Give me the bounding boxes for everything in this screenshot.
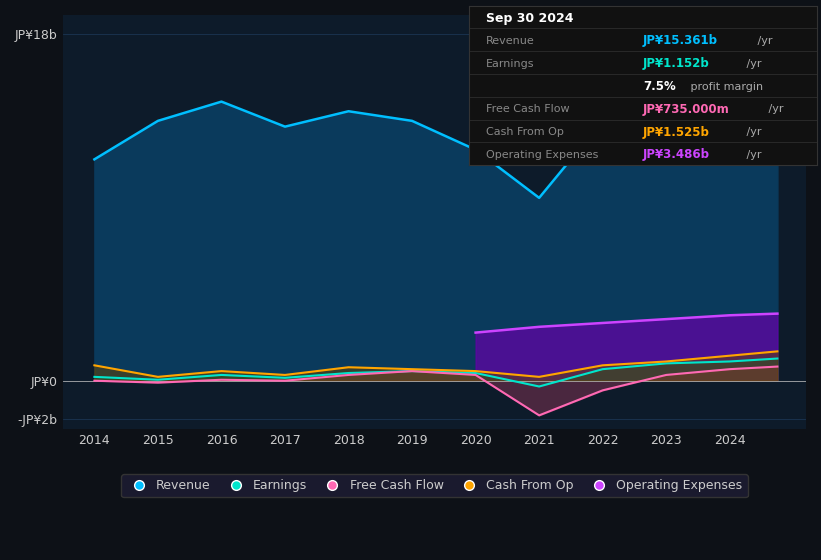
Text: JP¥3.486b: JP¥3.486b <box>643 148 710 161</box>
Text: /yr: /yr <box>754 36 773 46</box>
Text: Cash From Op: Cash From Op <box>486 127 564 137</box>
Text: JP¥735.000m: JP¥735.000m <box>643 103 730 116</box>
Text: 7.5%: 7.5% <box>643 80 676 93</box>
Text: Sep 30 2024: Sep 30 2024 <box>486 12 574 25</box>
Text: /yr: /yr <box>743 127 762 137</box>
Text: profit margin: profit margin <box>687 82 764 91</box>
Text: /yr: /yr <box>765 104 784 114</box>
Text: Operating Expenses: Operating Expenses <box>486 150 599 160</box>
Text: Earnings: Earnings <box>486 59 534 69</box>
Legend: Revenue, Earnings, Free Cash Flow, Cash From Op, Operating Expenses: Revenue, Earnings, Free Cash Flow, Cash … <box>121 474 748 497</box>
Text: JP¥1.152b: JP¥1.152b <box>643 57 709 70</box>
Text: JP¥1.525b: JP¥1.525b <box>643 125 709 139</box>
Text: Revenue: Revenue <box>486 36 535 46</box>
Text: JP¥15.361b: JP¥15.361b <box>643 35 718 48</box>
Text: /yr: /yr <box>743 59 762 69</box>
Text: /yr: /yr <box>743 150 762 160</box>
Text: Free Cash Flow: Free Cash Flow <box>486 104 570 114</box>
